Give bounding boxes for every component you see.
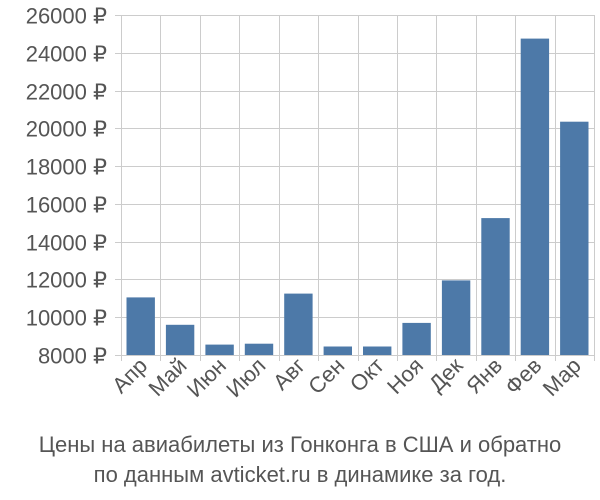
x-tick-label: Май [143, 353, 191, 401]
bars [126, 38, 589, 355]
x-tick-label: Июн [182, 353, 231, 402]
caption-line-2: по данным avticket.ru в динамике за год. [93, 462, 507, 487]
y-tick-label: 10000 ₽ [26, 306, 107, 331]
bar-1 [126, 297, 155, 355]
x-tick-label: Дек [424, 353, 468, 397]
bar-10 [481, 218, 510, 355]
x-tick-label: Июл [221, 353, 270, 402]
x-tick-label: Окт [345, 353, 389, 397]
y-tick-label: 16000 ₽ [26, 193, 107, 218]
y-tick-label: 22000 ₽ [26, 80, 107, 105]
y-tick-label: 8000 ₽ [38, 344, 107, 369]
y-tick-label: 12000 ₽ [26, 268, 107, 293]
chart-caption: Цены на авиабилеты из Гонконга в США и о… [0, 430, 600, 490]
x-tick-label: Апр [107, 353, 152, 398]
y-tick-label: 18000 ₽ [26, 155, 107, 180]
bar-4 [244, 343, 274, 355]
bar-12 [560, 121, 589, 355]
y-tick-label: 24000 ₽ [26, 42, 107, 67]
x-tick-label: Янв [461, 353, 507, 399]
x-tick-label: Ноя [382, 353, 428, 399]
bar-7 [363, 346, 392, 355]
caption-line-1: Цены на авиабилеты из Гонконга в США и о… [38, 432, 562, 457]
grid-lines [115, 15, 595, 361]
y-tick-label: 14000 ₽ [26, 231, 107, 256]
y-axis-tick-labels: 8000 ₽ 10000 ₽ 12000 ₽ 14000 ₽ 16000 ₽ 18000 … [26, 4, 107, 369]
bar-5 [284, 293, 313, 355]
bar-6 [323, 346, 352, 355]
y-tick-label: 26000 ₽ [26, 4, 107, 29]
bar-9 [441, 280, 471, 355]
x-tick-label: Авг [268, 353, 310, 395]
bar-3 [205, 344, 234, 355]
price-bar-chart: 8000 ₽ 10000 ₽ 12000 ₽ 14000 ₽ 16000 ₽ 18000 … [26, 4, 595, 403]
bar-11 [520, 38, 550, 355]
bar-2 [165, 324, 195, 355]
x-tick-label: Фев [500, 353, 546, 399]
bar-8 [402, 322, 431, 355]
y-tick-label: 20000 ₽ [26, 117, 107, 142]
x-tick-label: Мар [538, 353, 586, 401]
x-tick-label: Сен [303, 353, 349, 399]
